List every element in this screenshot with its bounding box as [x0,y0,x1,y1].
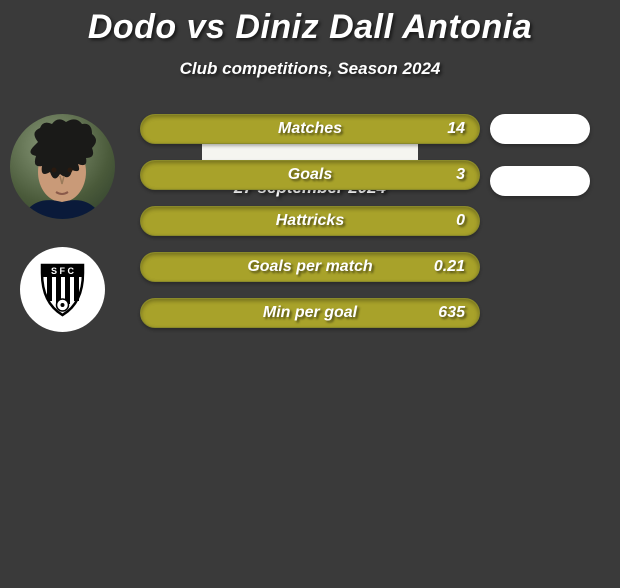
stat-value: 14 [447,120,465,138]
stat-label: Goals per match [247,258,372,276]
stat-row: Hattricks 0 [140,206,480,236]
opponent-stat-pill [490,166,590,196]
stat-value: 0 [456,212,465,230]
subtitle: Club competitions, Season 2024 [0,59,620,79]
club-logo: S F C [20,247,105,332]
right-column [490,114,600,212]
stat-label: Goals [288,166,332,184]
stat-value: 0.21 [434,258,465,276]
stat-label: Hattricks [276,212,344,230]
stat-row: Goals 3 [140,160,480,190]
stat-value: 3 [456,166,465,184]
svg-text:S F C: S F C [51,266,75,276]
stat-value: 635 [438,304,465,322]
stat-label: Min per goal [263,304,357,322]
stat-row: Matches 14 [140,114,480,144]
player-photo [10,114,115,219]
stat-row: Min per goal 635 [140,298,480,328]
left-column: S F C [10,114,120,332]
stat-row: Goals per match 0.21 [140,252,480,282]
opponent-stat-pill [490,114,590,144]
page-title: Dodo vs Diniz Dall Antonia [0,8,620,47]
stat-label: Matches [278,120,342,138]
stats-list: Matches 14 Goals 3 Hattricks 0 Goals per match… [140,114,480,344]
